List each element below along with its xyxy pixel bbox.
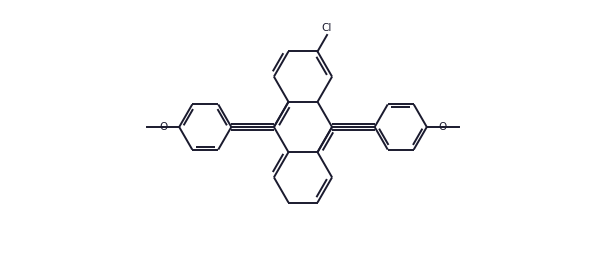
Text: Cl: Cl: [322, 23, 332, 33]
Text: O: O: [439, 122, 447, 132]
Text: O: O: [159, 122, 167, 132]
